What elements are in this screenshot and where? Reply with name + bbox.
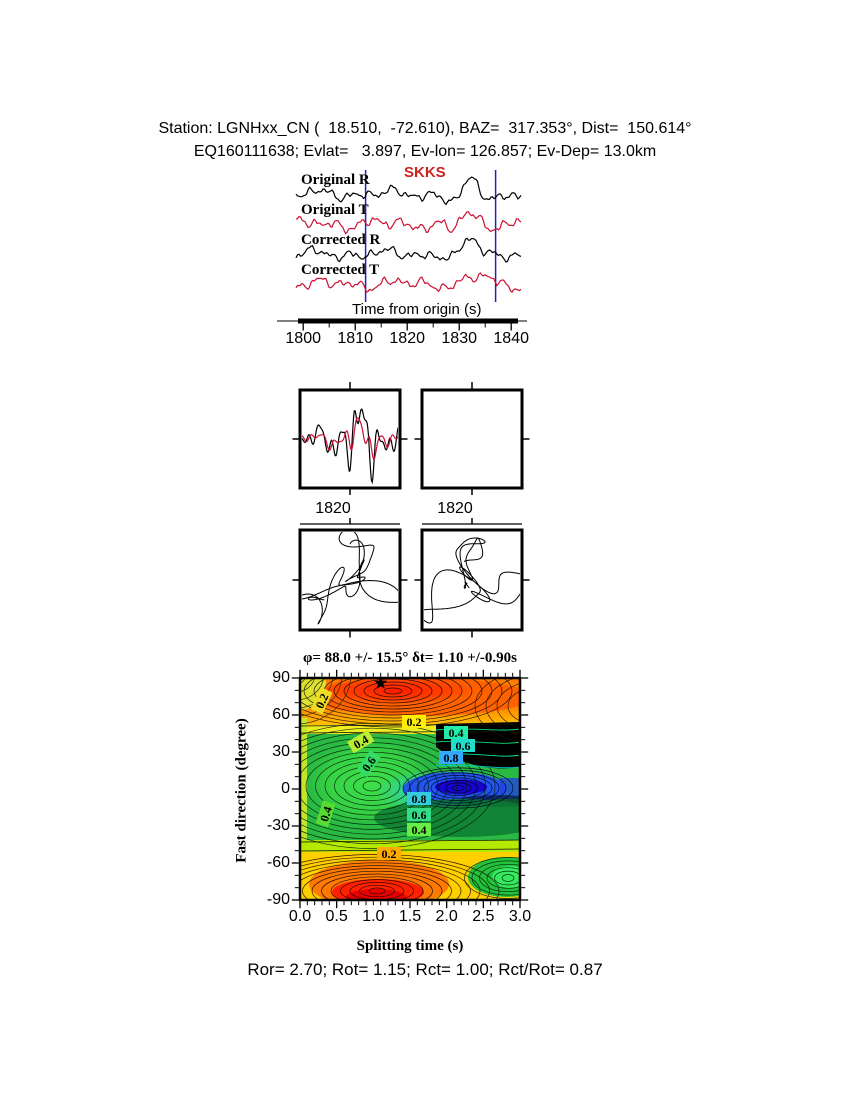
contour-level-label: 0.8 bbox=[407, 792, 431, 806]
time-tick-label: 1810 bbox=[337, 330, 373, 347]
contour-level-label: 0.4 bbox=[407, 823, 431, 837]
contour-level-label: 0.6 bbox=[451, 739, 475, 753]
time-tick-label: 1800 bbox=[285, 330, 321, 347]
contour-level-label: 0.8 bbox=[439, 751, 463, 765]
contour-axis-ticks bbox=[291, 669, 529, 909]
trace-label-original-r: Original R bbox=[301, 172, 370, 188]
svg-text:0.6: 0.6 bbox=[456, 739, 471, 753]
best-fit-star-marker bbox=[374, 676, 388, 689]
trace-path bbox=[302, 532, 398, 625]
trace-path bbox=[302, 408, 398, 485]
contour-level-label: 0.4 bbox=[444, 726, 468, 740]
sub-panel-traces bbox=[292, 382, 530, 638]
contour-level-label: 0.2 bbox=[377, 847, 401, 861]
contour-ytick-label: -30 bbox=[266, 817, 290, 834]
particle-motion-right-frame bbox=[420, 528, 524, 632]
particle-motion-curve bbox=[302, 532, 398, 625]
trace-path bbox=[295, 176, 522, 206]
wavebox-left-frame bbox=[298, 388, 402, 490]
svg-text:0.8: 0.8 bbox=[444, 751, 459, 765]
footer-ratios: Ror= 2.70; Rot= 1.15; Rct= 1.00; Rct/Rot… bbox=[247, 960, 603, 979]
svg-text:0.4: 0.4 bbox=[351, 732, 371, 752]
svg-text:0.2: 0.2 bbox=[382, 847, 397, 861]
contour-inline-labels: 0.20.20.40.60.40.60.80.80.60.40.40.2 bbox=[310, 676, 475, 861]
contour-xtick-label: 1.0 bbox=[362, 908, 385, 925]
trace-label-original-t: Original T bbox=[301, 202, 369, 218]
contour-ytick-label: -60 bbox=[266, 854, 290, 871]
wavebox-right-tick-label: 1820 bbox=[437, 500, 473, 517]
svg-text:0.8: 0.8 bbox=[412, 792, 427, 806]
time-axis-bar bbox=[298, 318, 518, 324]
svg-text:0.4: 0.4 bbox=[317, 805, 335, 824]
contour-xlabel: Splitting time (s) bbox=[356, 938, 464, 954]
trace-label-corrected-r: Corrected R bbox=[301, 232, 381, 248]
contour-ytick-label: -90 bbox=[266, 891, 290, 908]
time-tick-label: 1820 bbox=[389, 330, 425, 347]
contour-xtick-label: 0.5 bbox=[325, 908, 348, 925]
trace-path bbox=[295, 237, 522, 263]
trace-path bbox=[302, 417, 398, 461]
contour-xtick-label: 2.0 bbox=[435, 908, 458, 925]
contour-level-label: 0.2 bbox=[310, 687, 333, 715]
seismogram-panel bbox=[277, 170, 527, 331]
wavebox-traces bbox=[302, 408, 398, 485]
contour-ytick-label: 60 bbox=[272, 706, 290, 723]
wavebox-left-tick-label: 1820 bbox=[315, 500, 351, 517]
phase-label-skks: SKKS bbox=[404, 164, 446, 181]
svg-text:0.2: 0.2 bbox=[407, 715, 422, 729]
contour-level-label: 0.2 bbox=[402, 715, 426, 729]
contour-xtick-label: 2.5 bbox=[472, 908, 495, 925]
contour-lines bbox=[300, 678, 520, 900]
station-header-line1: Station: LGNHxx_CN ( 18.510, -72.610), B… bbox=[158, 120, 692, 137]
time-axis-label: Time from origin (s) bbox=[352, 301, 482, 318]
contour-extra-lines bbox=[300, 723, 520, 852]
particle-motion-left-frame bbox=[298, 528, 402, 632]
wavebox-right-frame bbox=[420, 388, 524, 490]
contour-xtick-label: 3.0 bbox=[508, 908, 532, 925]
trace-path bbox=[424, 537, 520, 624]
time-tick-label: 1830 bbox=[441, 330, 477, 347]
contour-frame bbox=[298, 676, 522, 902]
contour-level-label: 0.4 bbox=[315, 800, 336, 828]
svg-text:0.4: 0.4 bbox=[449, 726, 464, 740]
event-header-line2: EQ160111638; Evlat= 3.897, Ev-lon= 126.8… bbox=[193, 143, 657, 160]
sub-panels bbox=[298, 388, 524, 632]
svg-text:0.6: 0.6 bbox=[412, 808, 427, 822]
svg-text:0.2: 0.2 bbox=[312, 691, 331, 711]
trace-path bbox=[295, 272, 522, 293]
trace-label-corrected-t: Corrected T bbox=[301, 262, 380, 278]
contour-title: φ= 88.0 +/- 15.5° δt= 1.10 +/-0.90s bbox=[303, 650, 517, 666]
contour-ytick-label: 30 bbox=[272, 743, 290, 760]
contour-ytick-label: 90 bbox=[272, 669, 290, 686]
svg-text:0.4: 0.4 bbox=[412, 823, 427, 837]
contour-xtick-label: 0.0 bbox=[288, 908, 312, 925]
contour-level-label: 0.6 bbox=[407, 808, 431, 822]
contour-ytick-label: 0 bbox=[281, 780, 290, 797]
time-tick-label: 1840 bbox=[493, 330, 529, 347]
contour-level-label: 0.4 bbox=[347, 729, 375, 754]
contour-xtick-label: 1.5 bbox=[398, 908, 422, 925]
trace-path bbox=[295, 211, 522, 235]
particle-motion-curve bbox=[424, 537, 520, 624]
